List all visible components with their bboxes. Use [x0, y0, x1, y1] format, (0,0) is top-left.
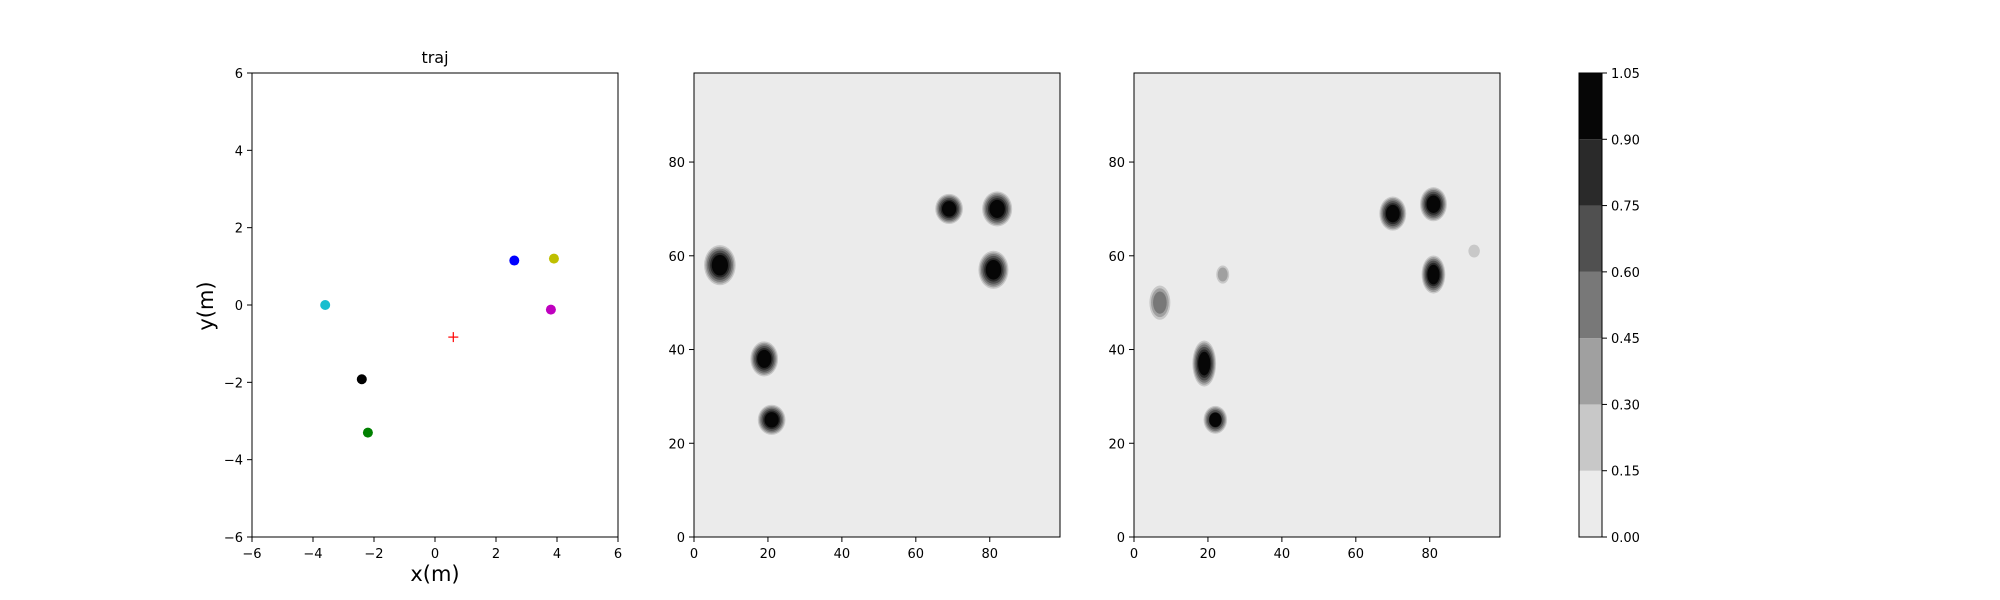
map1-x-tick-label: 60 [908, 547, 925, 562]
map2-y-tick-label: 40 [1108, 344, 1125, 359]
map1-x-tick-label: 80 [981, 547, 998, 562]
map1-x-tick-label: 40 [834, 547, 851, 562]
map1-obstacle-blob [757, 404, 786, 435]
colorbar-segment [1579, 205, 1602, 272]
map1-obstacle-blob [982, 191, 1013, 227]
map1-obstacle-blob [978, 250, 1009, 289]
traj-y-tick-label: −4 [224, 454, 243, 469]
map2-obstacle-blob [1468, 244, 1480, 258]
map2-x-tick-label: 80 [1421, 547, 1438, 562]
agent-point [320, 300, 331, 310]
map2-x-tick-label: 60 [1348, 547, 1365, 562]
map1-y-tick-label: 40 [668, 344, 685, 359]
agent-point [509, 255, 520, 266]
chart-title: traj [421, 48, 448, 67]
colorbar-tick-label: 1.05 [1611, 67, 1640, 82]
agent-point [545, 304, 556, 315]
colorbar-segment [1579, 338, 1602, 405]
goal-plus-marker [448, 332, 459, 343]
x-axis-label: x(m) [410, 562, 459, 586]
map1-obstacle-blob [935, 193, 963, 224]
map2-x-tick-label: 40 [1274, 547, 1291, 562]
map2-obstacle-blob [1203, 405, 1228, 434]
trajectory-scatter-panel: traj −6 −4 −2 0 2 4 6 −6 −4 −2 0 2 4 6 x(m) y(m) [194, 48, 622, 586]
map1-y-tick-label: 20 [668, 437, 685, 452]
map1-obstacle-blob [704, 245, 736, 286]
colorbar-segment [1579, 404, 1602, 471]
colorbar-tick-label: 0.75 [1611, 200, 1640, 215]
agent-point [362, 427, 373, 438]
colorbar-segment [1579, 73, 1602, 140]
map1-y-tick-label: 0 [677, 531, 685, 546]
map2-obstacle-blob [1216, 265, 1230, 284]
traj-y-tick-label: 0 [235, 299, 243, 314]
occupancy-map-panel: 0 20 40 60 80 0 20 40 60 80 [668, 72, 1061, 562]
traj-x-tick-label: 6 [614, 547, 622, 562]
traj-x-tick-label: 0 [431, 547, 439, 562]
colorbar-tick-label: 0.90 [1611, 133, 1640, 148]
map2-background [1134, 73, 1500, 537]
traj-plot-background [252, 73, 618, 537]
colorbar-tick-label: 0.60 [1611, 266, 1640, 281]
colorbar-tick-label: 0.45 [1611, 332, 1640, 347]
colorbar-segment [1579, 271, 1602, 339]
map1-x-tick-label: 20 [760, 547, 777, 562]
map2-obstacle-blob [1149, 285, 1171, 320]
map2-y-tick-label: 20 [1108, 437, 1125, 452]
colorbar-tick-label: 0.15 [1611, 465, 1640, 480]
map1-y-tick-label: 60 [668, 250, 685, 265]
colorbar: 0.00 0.15 0.30 0.45 0.60 0.75 0.90 1.05 [1578, 67, 1640, 546]
traj-y-tick-label: 6 [235, 67, 243, 82]
map1-x-tick-label: 0 [690, 547, 698, 562]
map1-background [694, 73, 1060, 537]
map1-obstacle-blob [750, 341, 779, 377]
map2-y-tick-label: 0 [1117, 531, 1125, 546]
map2-x-tick-label: 0 [1130, 547, 1138, 562]
agent-point [548, 253, 559, 264]
map2-axes-frame [1133, 72, 1501, 538]
colorbar-segment [1579, 139, 1602, 206]
traj-y-tick-label: −2 [224, 376, 243, 391]
traj-y-tick-label: 4 [235, 144, 243, 159]
map1-axes-frame [693, 72, 1061, 538]
map2-x-tick-label: 20 [1200, 547, 1217, 562]
traj-y-tick-label: −6 [224, 531, 243, 546]
estimated-occupancy-map-panel: 0 20 40 60 80 0 20 40 60 80 [1108, 72, 1501, 562]
colorbar-segment [1579, 470, 1602, 537]
traj-x-tick-label: 2 [492, 547, 500, 562]
traj-x-tick-label: 4 [553, 547, 561, 562]
colorbar-frame [1578, 72, 1603, 538]
map1-y-tick-label: 80 [668, 156, 685, 171]
map2-y-tick-label: 60 [1108, 250, 1125, 265]
y-axis-label: y(m) [194, 281, 218, 330]
map2-obstacle-blob [1421, 255, 1446, 294]
colorbar-tick-label: 0.30 [1611, 398, 1640, 413]
traj-x-tick-label: −4 [303, 547, 322, 562]
map2-obstacle-blob [1192, 340, 1217, 387]
traj-axes-frame [251, 72, 619, 538]
trajectory-plot-area: −6 −4 −2 0 2 4 6 −6 −4 −2 0 2 4 6 [224, 67, 622, 562]
agent-point [356, 374, 367, 385]
map2-y-tick-label: 80 [1108, 156, 1125, 171]
traj-y-tick-label: 2 [235, 222, 243, 237]
traj-x-tick-label: −2 [364, 547, 383, 562]
traj-x-tick-label: −6 [242, 547, 261, 562]
map2-obstacle-blob [1379, 196, 1407, 231]
map2-obstacle-blob [1420, 187, 1447, 222]
colorbar-tick-label: 0.00 [1611, 531, 1640, 546]
